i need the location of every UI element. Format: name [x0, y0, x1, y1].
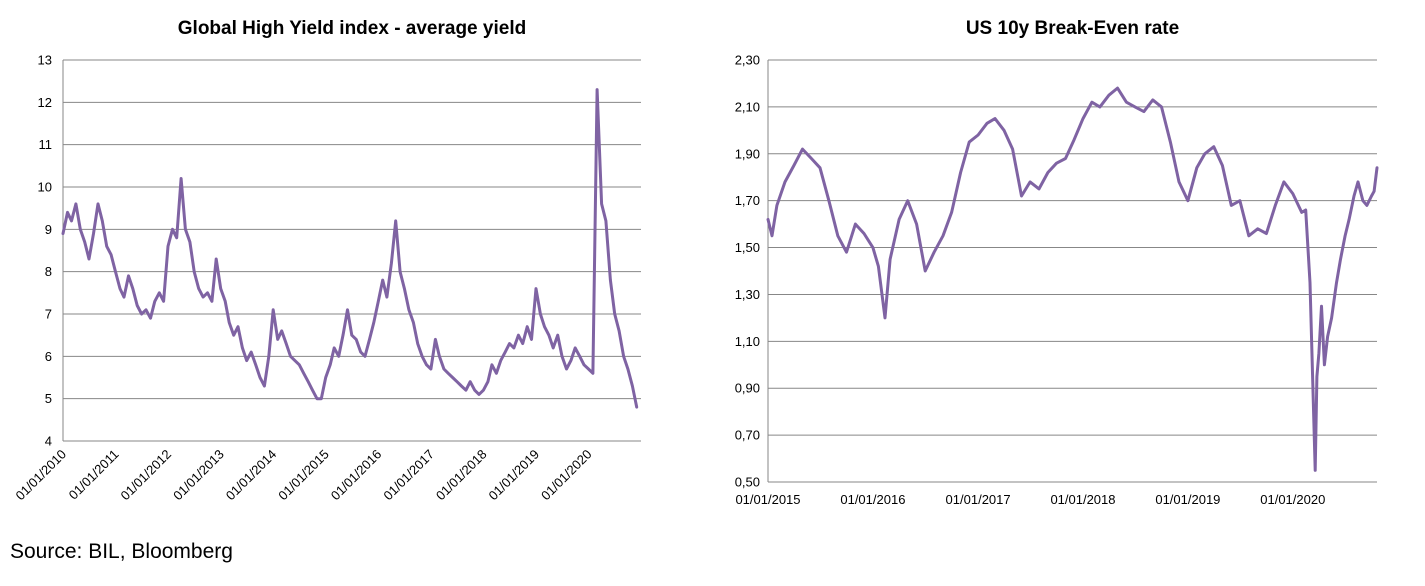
chart-global-high-yield: Global High Yield index - average yield 4… — [0, 0, 680, 530]
hy-x-tick-labels: 01/01/201001/01/201101/01/201201/01/2013… — [12, 447, 594, 504]
hy-series-line — [61, 88, 639, 409]
hy-y-tick-label: 11 — [39, 137, 53, 152]
hy-x-tick-label: 01/01/2017 — [380, 447, 437, 504]
be-y-tick-label: 1,90 — [735, 146, 760, 161]
be-gridlines — [768, 59, 1377, 483]
source-note: Source: BIL, Bloomberg — [10, 540, 233, 563]
hy-y-tick-label: 12 — [38, 95, 52, 110]
hy-y-tick-label: 6 — [45, 349, 52, 364]
hy-x-tick-label: 01/01/2020 — [538, 447, 595, 504]
be-y-tick-label: 2,30 — [735, 53, 760, 68]
be-y-tick-labels: 0,50 0,70 0,90 1,10 1,30 1,50 1,70 1,90 2,10 2,30 — [735, 53, 760, 490]
be-x-tick-label: 01/01/2017 — [946, 492, 1011, 507]
hy-x-tick-label: 01/01/2016 — [328, 447, 385, 504]
chart-us-10y-break-even-svg: US 10y Break-Even rate 0,50 0,70 0,90 1,10 1,… — [735, 18, 1379, 507]
be-x-tick-label: 01/01/2015 — [735, 492, 800, 507]
hy-x-tick-label: 01/01/2012 — [118, 447, 175, 504]
hy-y-tick-label: 9 — [45, 222, 52, 237]
hy-x-tick-label: 01/01/2019 — [485, 447, 542, 504]
chart-us-10y-break-even: US 10y Break-Even rate 0,50 0,70 0,90 1,10 1,… — [715, 0, 1415, 530]
hy-x-tick-label: 01/01/2014 — [223, 447, 280, 504]
hy-x-tick-label: 01/01/2018 — [433, 447, 490, 504]
hy-y-tick-label: 5 — [45, 391, 52, 406]
hy-y-tick-label: 13 — [38, 53, 52, 68]
hy-y-tick-label: 4 — [45, 434, 52, 449]
be-series-line — [766, 86, 1379, 472]
hy-y-tick-label: 7 — [45, 307, 52, 322]
be-chart-title: US 10y Break-Even rate — [966, 18, 1179, 39]
hy-x-tick-label: 01/01/2011 — [66, 447, 122, 503]
be-y-tick-label: 1,50 — [735, 240, 760, 255]
be-x-tick-label: 01/01/2016 — [840, 492, 905, 507]
hy-y-tick-labels: 4 5 6 7 8 9 10 11 12 13 — [38, 53, 52, 449]
be-x-tick-label: 01/01/2019 — [1155, 492, 1220, 507]
be-x-tick-label: 01/01/2018 — [1050, 492, 1115, 507]
hy-x-tick-label: 01/01/2010 — [12, 447, 69, 504]
be-y-tick-label: 1,70 — [735, 193, 760, 208]
be-y-tick-label: 2,10 — [735, 99, 760, 114]
hy-x-tick-label: 01/01/2013 — [170, 447, 227, 504]
be-y-tick-label: 1,30 — [735, 287, 760, 302]
be-x-tick-labels: 01/01/2015 01/01/2016 01/01/2017 01/01/2018… — [735, 492, 1325, 507]
hy-x-tick-label: 01/01/2015 — [275, 447, 332, 504]
be-y-tick-label: 1,10 — [735, 334, 760, 349]
be-x-tick-label: 01/01/2020 — [1260, 492, 1325, 507]
be-y-tick-label: 0,50 — [735, 475, 760, 490]
hy-y-tick-label: 8 — [45, 264, 52, 279]
hy-chart-title: Global High Yield index - average yield — [178, 18, 526, 39]
hy-gridlines — [63, 59, 641, 442]
be-y-tick-label: 0,70 — [735, 428, 760, 443]
hy-y-tick-label: 10 — [38, 180, 52, 195]
chart-global-high-yield-svg: Global High Yield index - average yield 4… — [12, 18, 641, 504]
be-y-tick-label: 0,90 — [735, 381, 760, 396]
